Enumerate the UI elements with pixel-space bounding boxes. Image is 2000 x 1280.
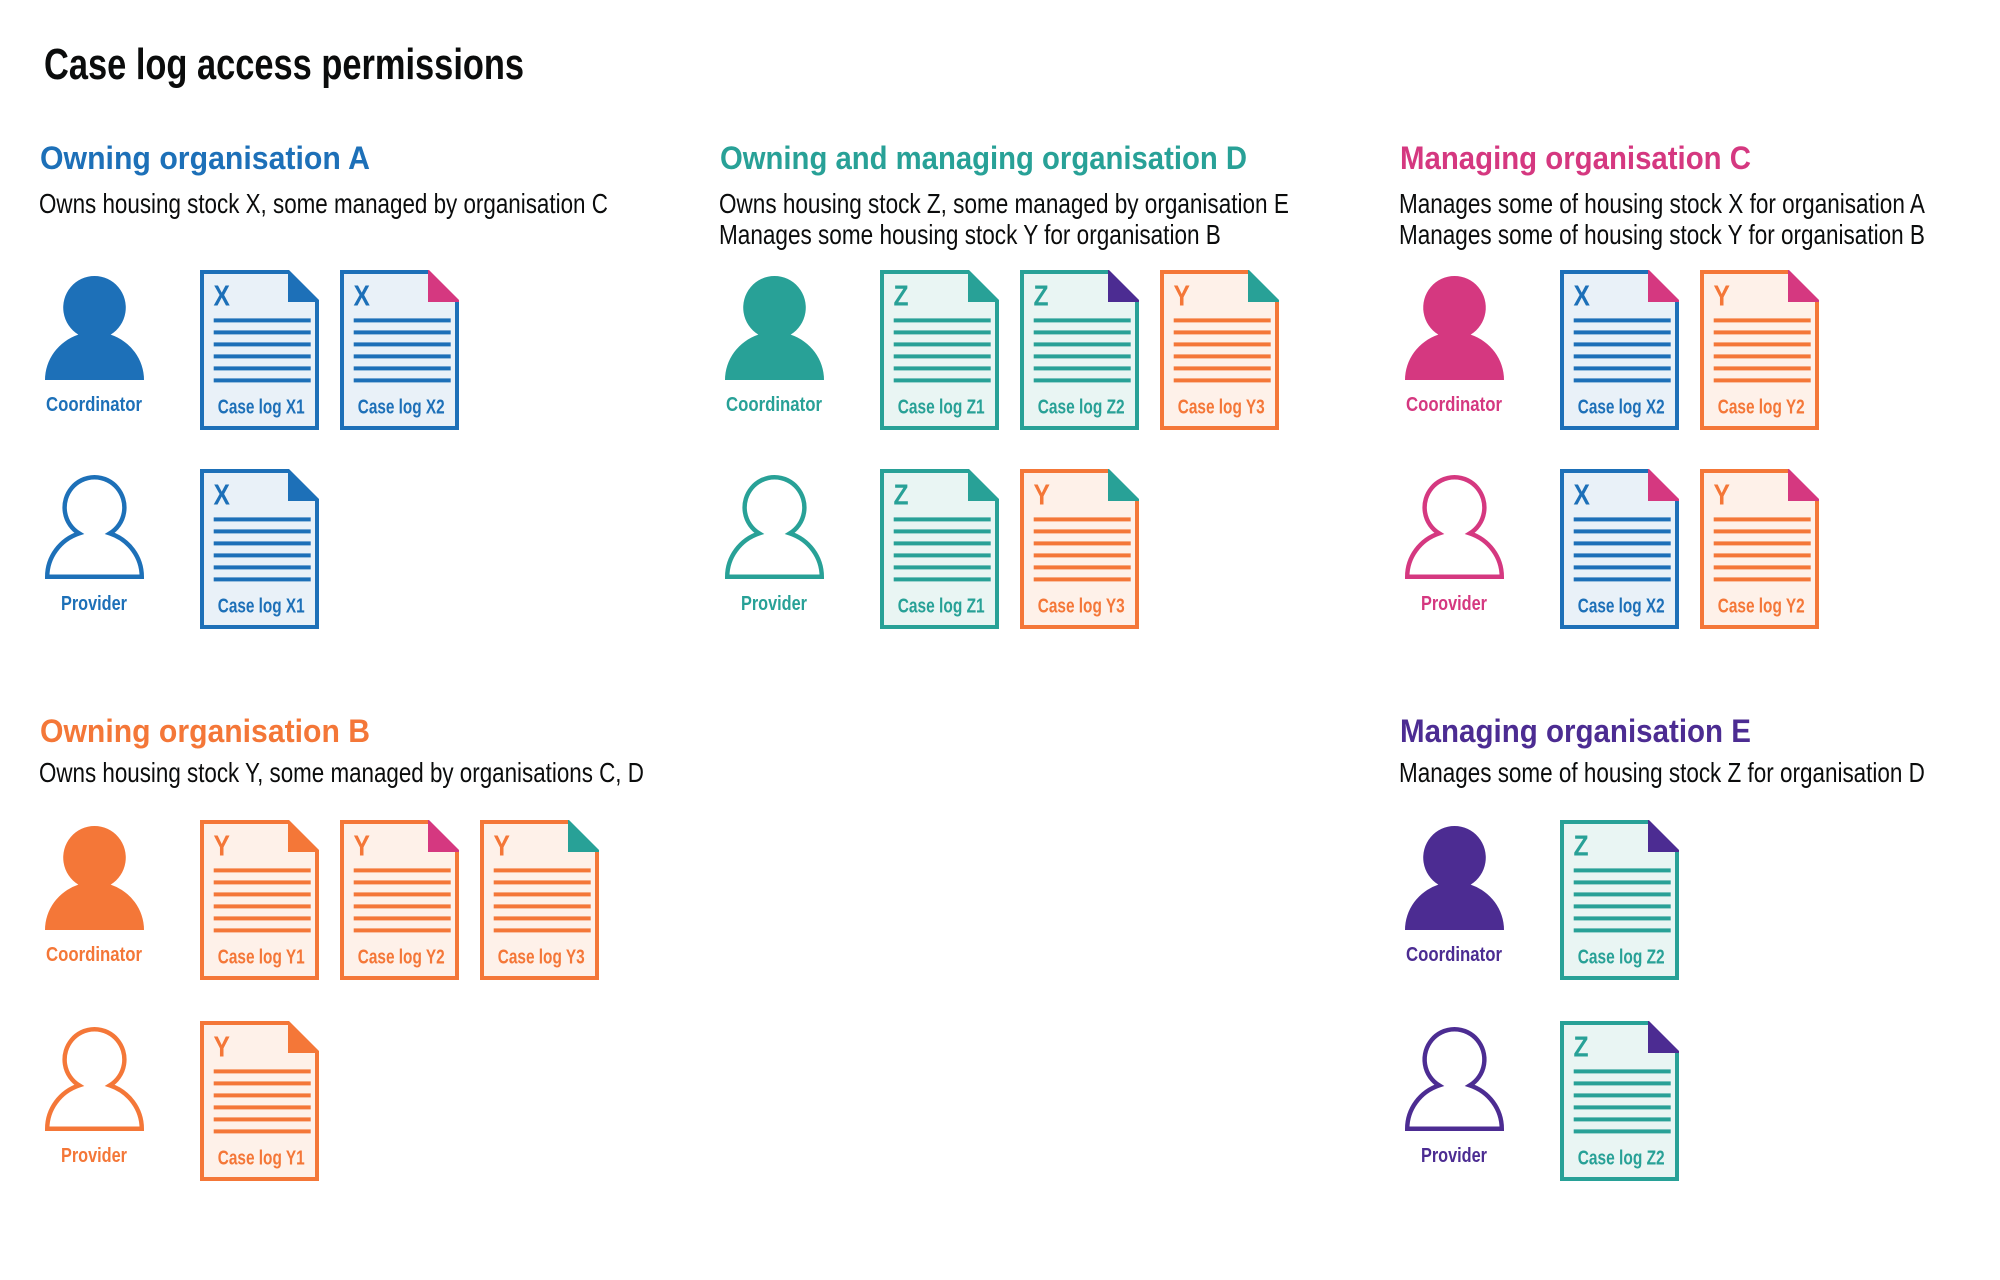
svg-text:X: X [214,280,230,312]
svg-text:Z: Z [894,280,909,312]
svg-text:Case log Y3: Case log Y3 [1038,594,1125,616]
svg-text:Y: Y [1034,479,1050,511]
svg-text:X: X [1574,479,1590,511]
svg-text:Z: Z [1574,830,1589,862]
svg-text:Y: Y [494,830,510,862]
svg-text:X: X [354,280,370,312]
svg-text:Case log Z1: Case log Z1 [898,396,985,418]
svg-text:Y: Y [1174,280,1190,312]
svg-text:Case log Y2: Case log Y2 [1718,594,1805,616]
svg-text:Case log X1: Case log X1 [218,395,305,417]
svg-text:Case log X2: Case log X2 [1578,594,1665,616]
svg-text:Case log Y2: Case log Y2 [1718,395,1805,417]
svg-text:Case log X2: Case log X2 [358,395,445,417]
svg-text:Case log X1: Case log X1 [218,594,305,616]
svg-text:Y: Y [1714,280,1730,312]
svg-text:Case log Z2: Case log Z2 [1578,946,1665,968]
svg-text:Case log X2: Case log X2 [1578,395,1665,417]
svg-text:X: X [1574,280,1590,312]
svg-text:Y: Y [1714,479,1730,511]
svg-text:Case log Y1: Case log Y1 [218,945,305,967]
svg-text:X: X [214,479,230,511]
svg-text:Y: Y [214,1031,230,1063]
svg-text:Y: Y [354,830,370,862]
svg-text:Z: Z [1034,280,1049,312]
svg-text:Case log Y3: Case log Y3 [498,945,585,967]
svg-text:Case log Y3: Case log Y3 [1178,395,1265,417]
svg-text:Case log Y1: Case log Y1 [218,1146,305,1168]
svg-text:Case log Y2: Case log Y2 [358,945,445,967]
svg-text:Case log Z2: Case log Z2 [1038,396,1125,418]
svg-text:Y: Y [214,830,230,862]
svg-text:Z: Z [1574,1031,1589,1063]
svg-text:Case log Z2: Case log Z2 [1578,1147,1665,1169]
svg-text:Case log Z1: Case log Z1 [898,595,985,617]
svg-text:Z: Z [894,479,909,511]
